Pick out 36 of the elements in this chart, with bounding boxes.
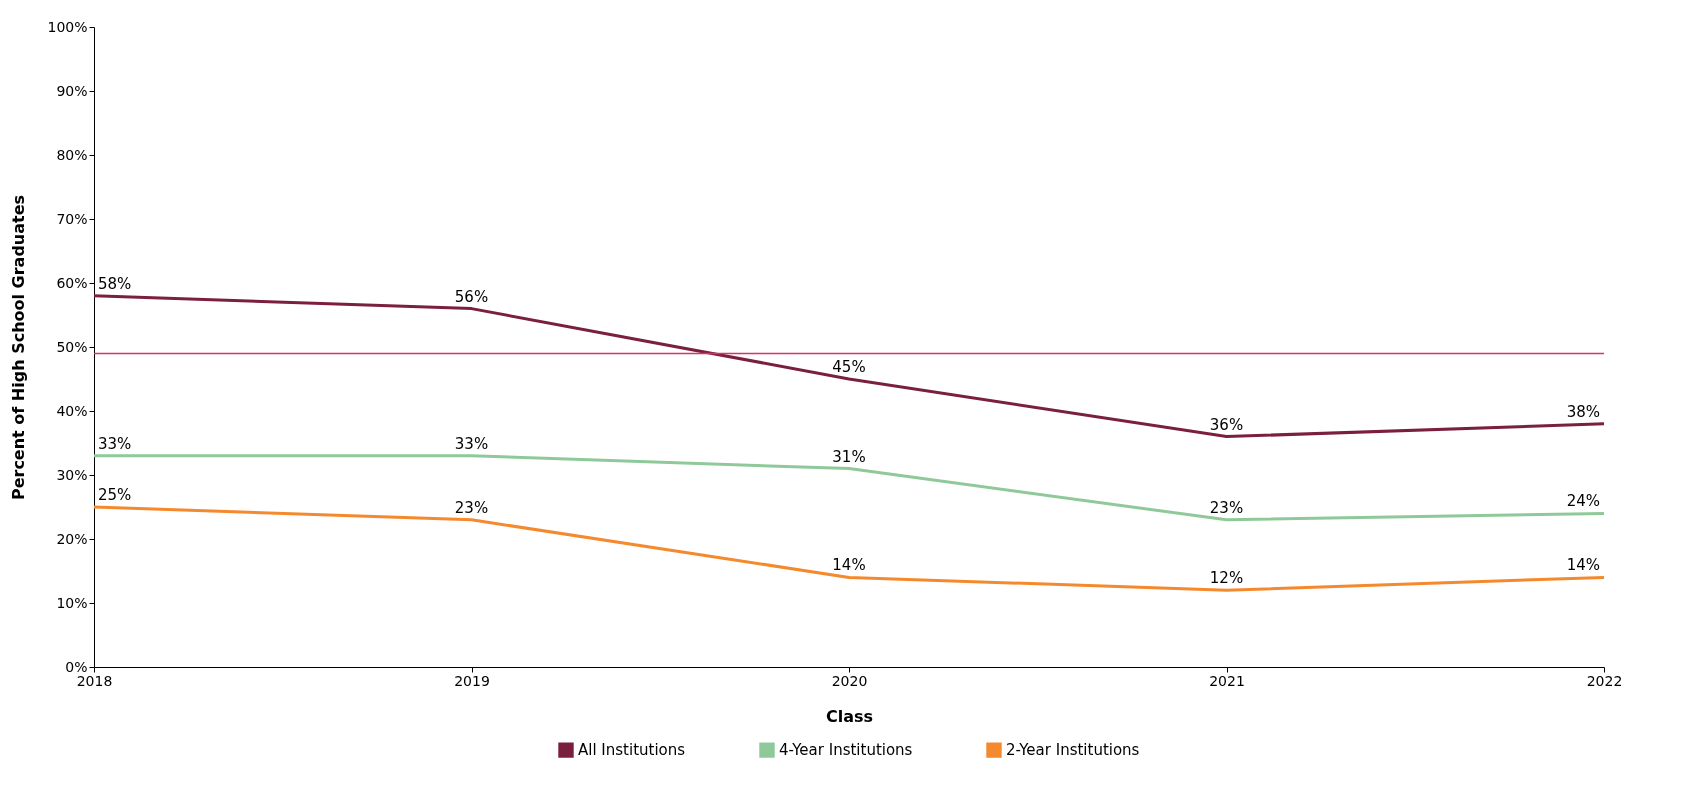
data-label: 56% — [454, 287, 489, 306]
y-tick-label: 20% — [56, 530, 88, 547]
y-tick-label: 80% — [56, 146, 88, 163]
y-tick-label: 40% — [56, 402, 88, 419]
data-label: 33% — [454, 434, 489, 453]
legend-label: 4-Year Institutions — [779, 741, 913, 760]
data-label: 24% — [1566, 492, 1600, 511]
y-tick-label: 0% — [65, 658, 88, 675]
x-axis-title: Class — [825, 706, 874, 726]
y-axis-title: Percent of High School Graduates — [9, 194, 29, 501]
x-tick-label: 2020 — [831, 672, 868, 689]
x-tick-label: 2019 — [454, 672, 490, 689]
y-tick-label: 10% — [56, 594, 88, 611]
x-tick-label: 2022 — [1586, 672, 1623, 689]
y-tick-label: 70% — [56, 210, 88, 227]
y-tick-label: 60% — [56, 274, 88, 291]
data-label: 38% — [1566, 402, 1600, 421]
data-label: 23% — [454, 498, 489, 517]
legend-label: 2-Year Institutions — [1006, 741, 1140, 760]
legend-label: All Institutions — [578, 741, 686, 760]
data-label: 12% — [1209, 569, 1244, 588]
data-label: 25% — [98, 486, 132, 504]
data-label: 45% — [832, 358, 866, 376]
y-tick-label: 90% — [56, 82, 88, 99]
x-tick-label: 2018 — [76, 672, 113, 689]
data-label: 23% — [1209, 498, 1244, 517]
y-tick-label: 100% — [47, 18, 88, 35]
data-label: 31% — [832, 447, 866, 466]
data-label: 14% — [832, 556, 866, 575]
data-label: 14% — [1566, 556, 1600, 575]
y-tick-label: 50% — [56, 338, 88, 355]
y-tick-label: 30% — [56, 466, 88, 483]
data-label: 58% — [98, 274, 132, 293]
x-tick-label: 2021 — [1209, 672, 1245, 689]
data-label: 33% — [98, 434, 132, 453]
data-label: 36% — [1209, 415, 1244, 434]
